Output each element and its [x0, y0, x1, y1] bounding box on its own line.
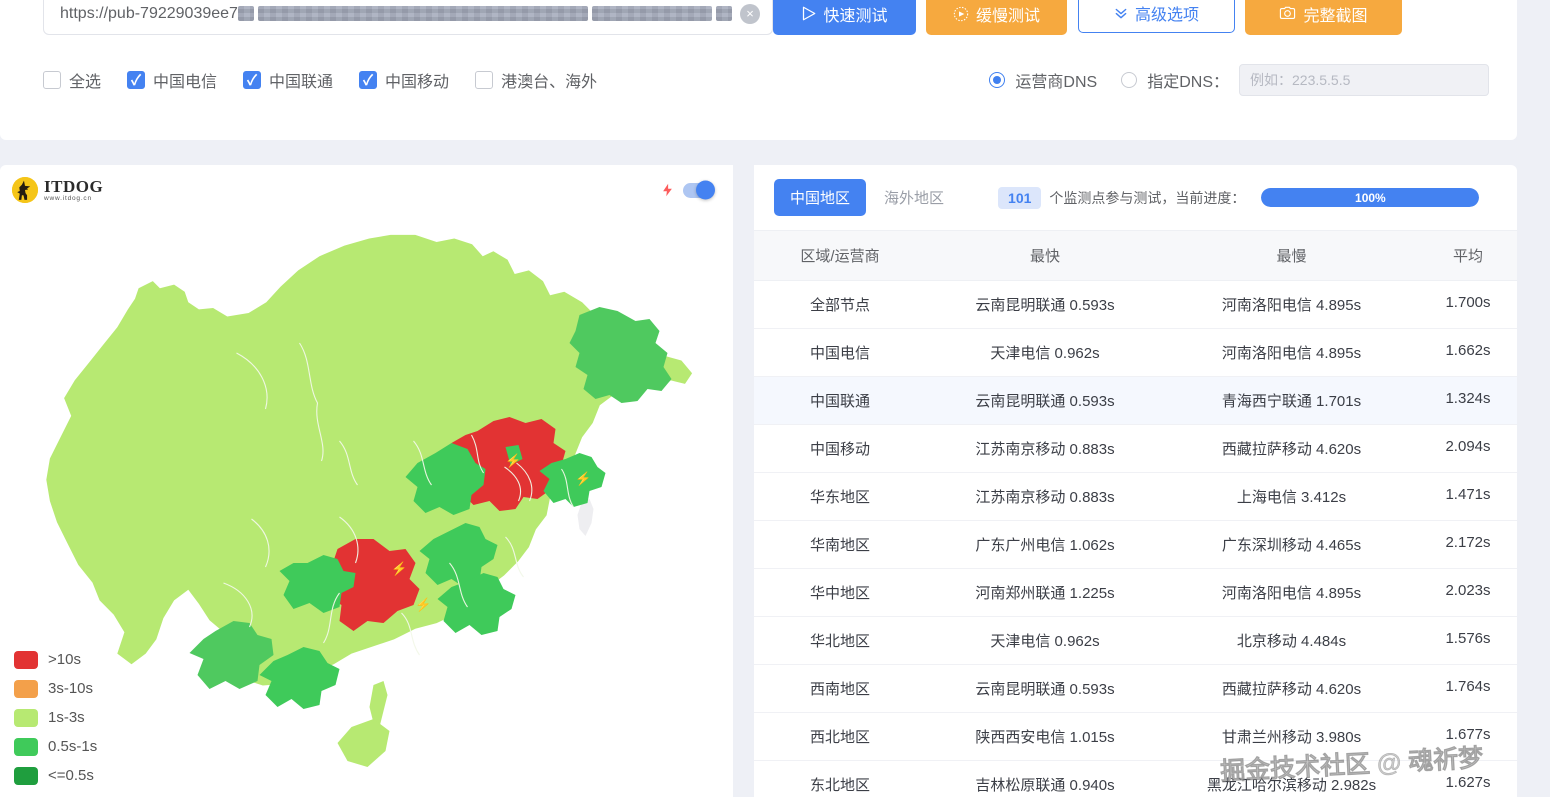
svg-text:⚡: ⚡: [575, 471, 591, 487]
svg-text:⚡: ⚡: [505, 453, 521, 469]
svg-text:⚡: ⚡: [415, 597, 431, 613]
svg-text:⚡: ⚡: [391, 561, 407, 577]
